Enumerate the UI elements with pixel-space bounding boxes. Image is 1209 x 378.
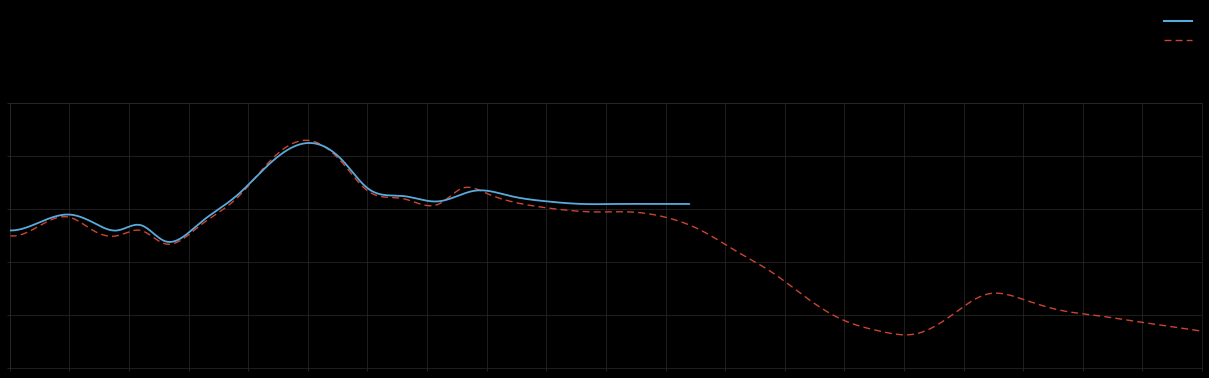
Legend: , : , xyxy=(1163,16,1197,47)
